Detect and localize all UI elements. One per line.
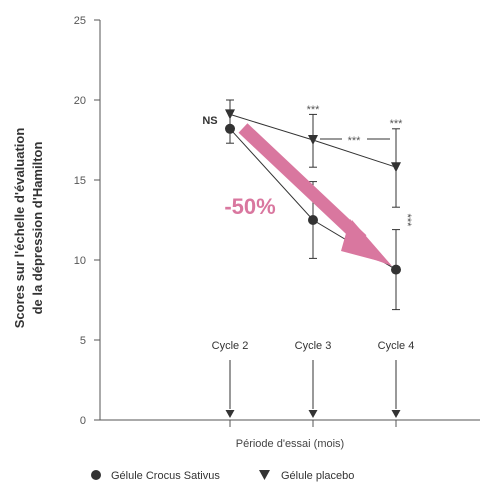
significance-vertical: *** (401, 214, 413, 228)
y-axis-label: Scores sur l'échelle d'évaluation de la … (12, 128, 45, 329)
x-axis-label: Période d'essai (mois) (236, 438, 344, 450)
y-tick-label: 20 (74, 95, 86, 107)
reduction-arrow: -50% (224, 123, 392, 266)
significance-between: *** (348, 135, 362, 147)
significance-cycle4: *** (390, 118, 404, 130)
cycle-arrow-head (308, 410, 318, 418)
y-tick-label: 15 (74, 175, 86, 187)
cycle-label: Cycle 4 (378, 340, 415, 352)
legend-label-crocus: Gélule Crocus Sativus (111, 470, 220, 482)
reduction-arrow-head (341, 219, 390, 264)
y-tick-label: 5 (80, 335, 86, 347)
data-point-crocus (308, 215, 318, 225)
cycle-label: Cycle 2 (212, 340, 249, 352)
legend: Gélule Crocus Sativus Gélule placebo (91, 470, 354, 482)
cycle-arrow-head (391, 410, 401, 418)
legend-marker-crocus (91, 470, 101, 480)
cycle-markers: Cycle 2 Cycle 3 Cycle 4 (212, 340, 415, 418)
y-axis-label-line2: de la dépression d'Hamilton (30, 142, 45, 315)
reduction-arrow-shaft (238, 123, 367, 245)
ns-label: NS (202, 115, 217, 127)
y-tick-label: 25 (74, 15, 86, 27)
y-tick-label: 0 (80, 415, 86, 427)
legend-label-placebo: Gélule placebo (281, 470, 354, 482)
y-axis-label-line1: Scores sur l'échelle d'évaluation (12, 128, 27, 329)
data-point-placebo (391, 162, 401, 173)
data-point-crocus (391, 264, 401, 275)
reduction-label: -50% (224, 194, 275, 219)
data-point-placebo (308, 135, 318, 145)
cycle-arrow-head (225, 410, 235, 418)
cycle-label: Cycle 3 (295, 340, 332, 352)
chart-axes: 0 5 10 15 20 25 (74, 15, 480, 427)
significance-cycle3: *** (307, 104, 321, 116)
significance-annotations: NS *** *** *** *** (202, 104, 413, 227)
y-tick-label: 10 (74, 255, 86, 267)
data-point-placebo (225, 109, 235, 120)
legend-marker-placebo (259, 470, 270, 480)
